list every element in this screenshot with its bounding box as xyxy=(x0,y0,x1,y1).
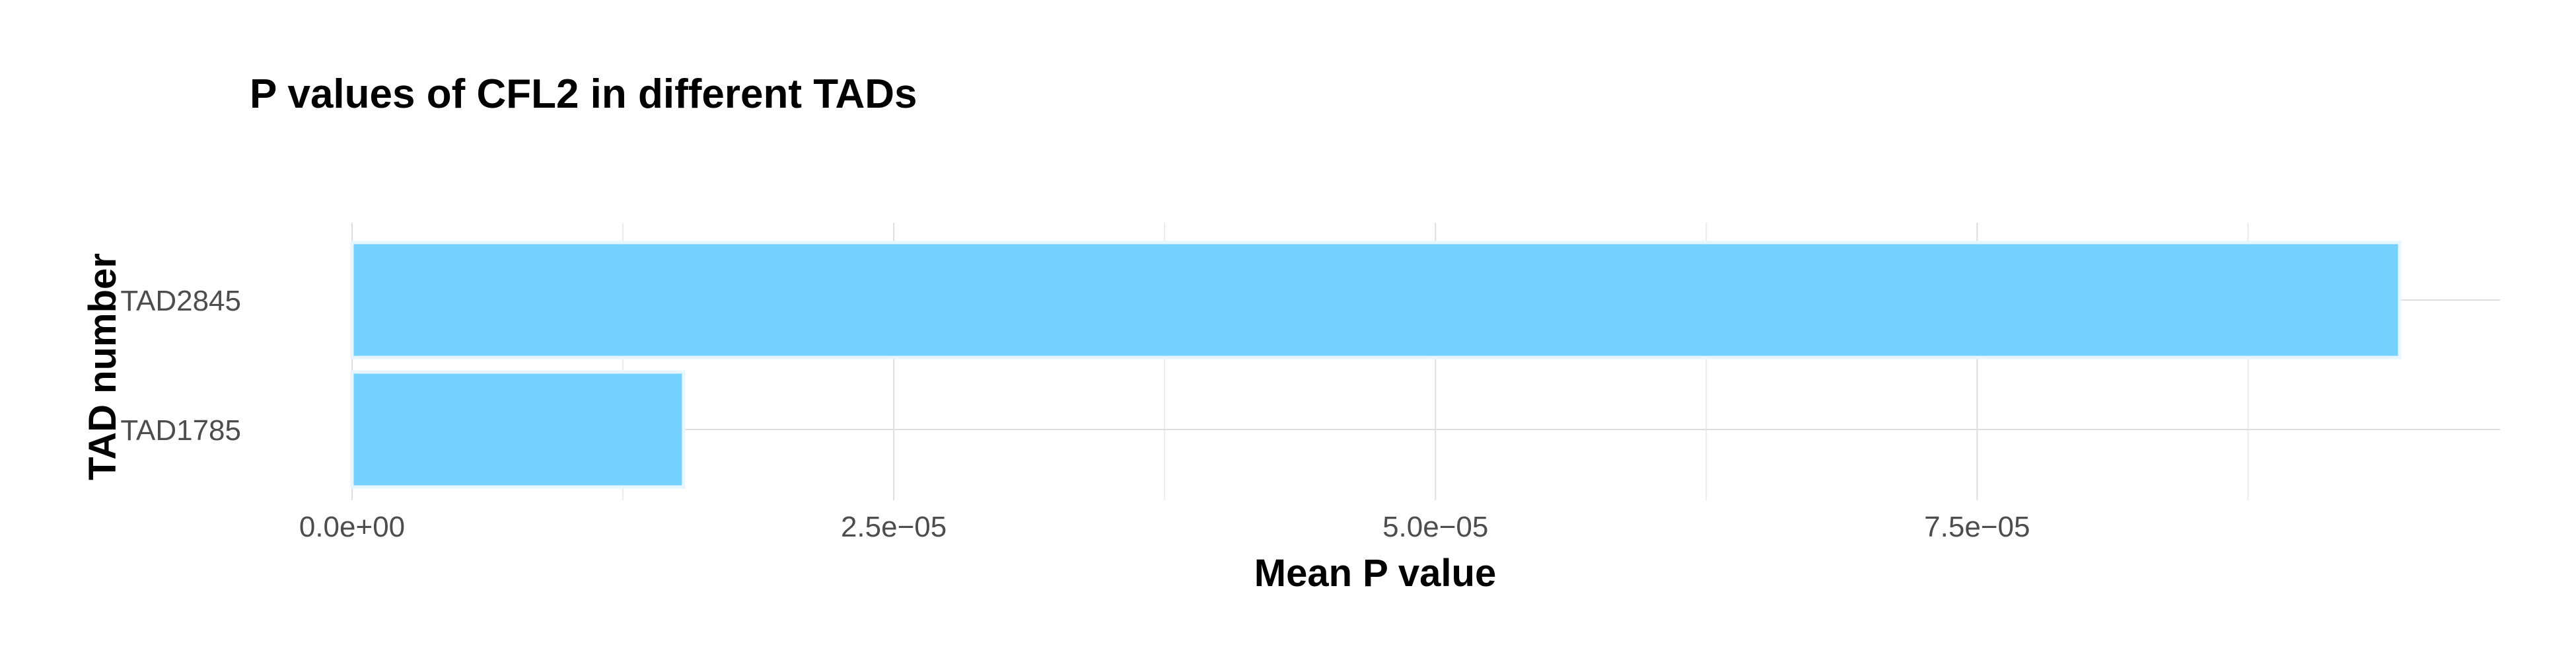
bar-tad2845 xyxy=(350,241,2402,359)
bar-tad1785 xyxy=(350,370,686,489)
y-axis-tick-labels: TAD1785 TAD2845 xyxy=(120,285,241,447)
x-axis-title: Mean P value xyxy=(1254,552,1496,595)
x-tick-label: 7.5e−05 xyxy=(1924,511,2030,543)
x-tick-label: 0.0e+00 xyxy=(299,511,405,543)
bars xyxy=(350,241,2402,489)
y-tick-label: TAD1785 xyxy=(120,414,241,447)
y-axis-title: TAD number xyxy=(81,253,124,480)
y-tick-label: TAD2845 xyxy=(120,285,241,317)
x-tick-label: 2.5e−05 xyxy=(841,511,947,543)
x-tick-label: 5.0e−05 xyxy=(1382,511,1488,543)
chart-title: P values of CFL2 in different TADs xyxy=(250,71,917,117)
x-axis-tick-labels: 0.0e+00 2.5e−05 5.0e−05 7.5e−05 xyxy=(299,511,2030,543)
